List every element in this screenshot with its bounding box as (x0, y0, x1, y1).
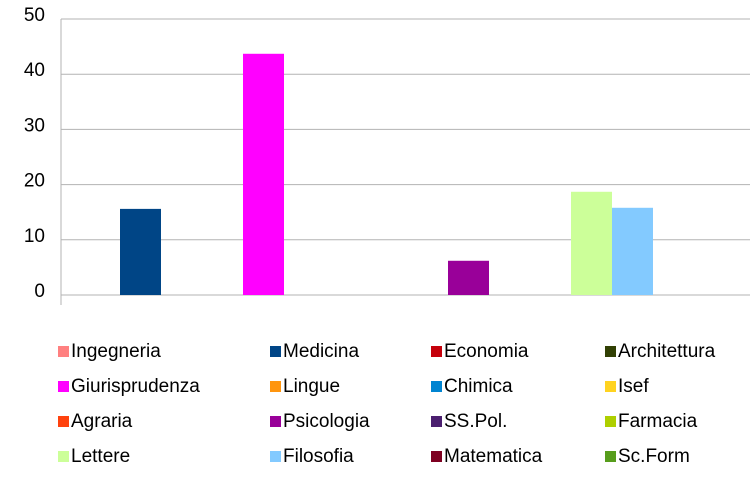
legend-swatch (270, 346, 281, 357)
bar (120, 208, 161, 295)
legend-label: Isef (618, 376, 649, 397)
legend-label: Agraria (71, 411, 133, 432)
legend-label: Giurisprudenza (71, 376, 200, 397)
y-tick-label: 30 (24, 115, 45, 136)
legend-label: Medicina (283, 341, 359, 362)
legend-label: Psicologia (283, 411, 370, 432)
legend-swatch (431, 451, 442, 462)
legend-swatch (270, 451, 281, 462)
legend-label: Lettere (71, 446, 130, 467)
legend-swatch (270, 381, 281, 392)
y-tick-label: 10 (24, 226, 45, 247)
legend-swatch (431, 346, 442, 357)
legend-swatch (431, 381, 442, 392)
legend-label: Farmacia (618, 411, 698, 432)
legend-swatch (58, 416, 69, 427)
legend-swatch (58, 346, 69, 357)
bar (571, 191, 612, 295)
bar (448, 260, 489, 295)
y-tick-label: 50 (24, 5, 45, 26)
legend-swatch (605, 346, 616, 357)
legend-swatch (431, 416, 442, 427)
bar (243, 53, 284, 295)
legend-label: Lingue (283, 376, 340, 397)
legend-swatch (605, 451, 616, 462)
y-tick-label: 0 (34, 281, 45, 302)
legend-label: Filosofia (283, 446, 354, 467)
legend-swatch (605, 416, 616, 427)
legend-label: Ingegneria (71, 341, 161, 362)
legend-label: Chimica (444, 376, 513, 397)
legend-label: SS.Pol. (444, 411, 507, 432)
y-tick-label: 40 (24, 60, 45, 81)
legend-swatch (270, 416, 281, 427)
y-tick-label: 20 (24, 171, 45, 192)
legend-swatch (58, 451, 69, 462)
bar (612, 207, 653, 295)
legend-label: Sc.Form (618, 446, 690, 467)
legend-label: Economia (444, 341, 529, 362)
legend-swatch (58, 381, 69, 392)
legend-label: Matematica (444, 446, 543, 467)
legend-swatch (605, 381, 616, 392)
legend-label: Architettura (618, 341, 716, 362)
